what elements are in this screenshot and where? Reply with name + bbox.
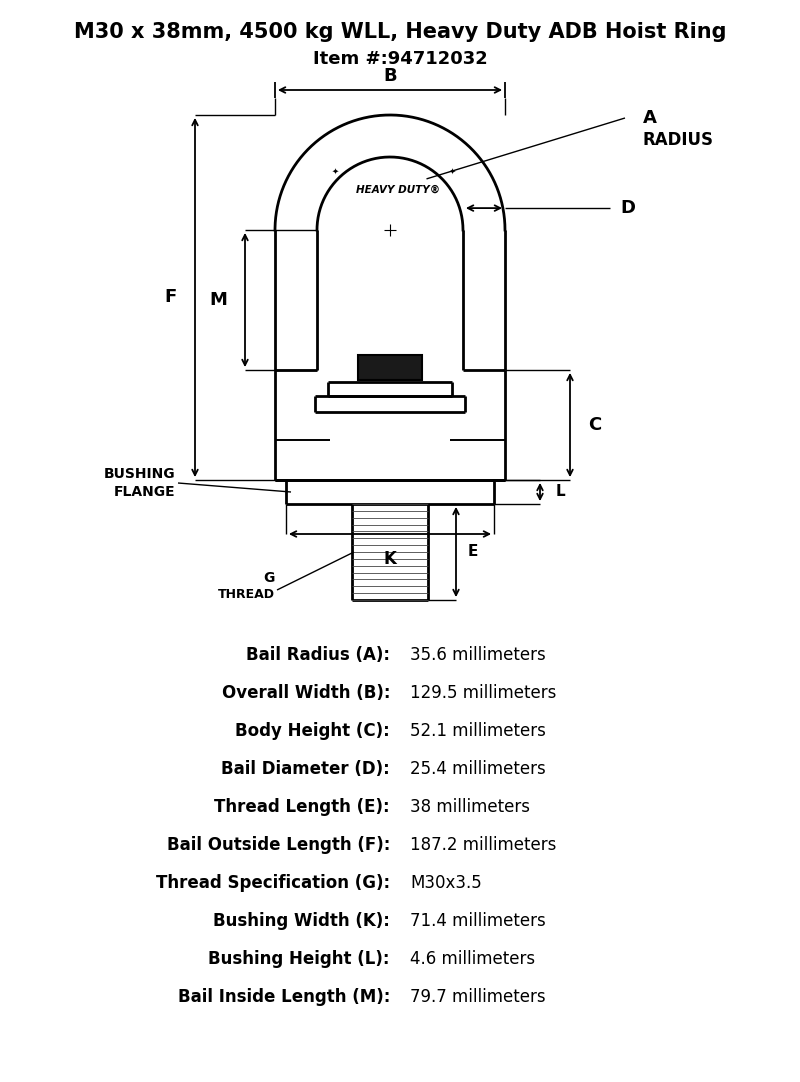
Text: E: E <box>468 544 478 559</box>
Text: B: B <box>383 67 397 85</box>
Text: K: K <box>383 550 397 568</box>
Text: Thread Specification (G):: Thread Specification (G): <box>156 874 390 892</box>
Text: FLANGE: FLANGE <box>114 485 175 499</box>
Text: ✦: ✦ <box>449 167 455 175</box>
Text: 79.7 millimeters: 79.7 millimeters <box>410 988 546 1006</box>
Text: 35.6 millimeters: 35.6 millimeters <box>410 646 546 664</box>
Text: 187.2 millimeters: 187.2 millimeters <box>410 836 556 854</box>
Text: F: F <box>165 289 177 306</box>
Text: Body Height (C):: Body Height (C): <box>235 722 390 740</box>
Text: Item #:94712032: Item #:94712032 <box>313 50 487 68</box>
Text: G: G <box>264 571 275 585</box>
Text: 129.5 millimeters: 129.5 millimeters <box>410 684 556 702</box>
Text: 71.4 millimeters: 71.4 millimeters <box>410 912 546 931</box>
Text: Bail Radius (A):: Bail Radius (A): <box>246 646 390 664</box>
Text: Bushing Width (K):: Bushing Width (K): <box>213 912 390 931</box>
Text: BUSHING: BUSHING <box>103 467 175 481</box>
Text: Bushing Height (L):: Bushing Height (L): <box>209 950 390 968</box>
Text: M30 x 38mm, 4500 kg WLL, Heavy Duty ADB Hoist Ring: M30 x 38mm, 4500 kg WLL, Heavy Duty ADB … <box>74 22 726 42</box>
Text: 38 millimeters: 38 millimeters <box>410 799 530 816</box>
Text: HEAVY DUTY®: HEAVY DUTY® <box>356 185 440 195</box>
Text: THREAD: THREAD <box>218 588 275 601</box>
Text: M: M <box>209 291 227 309</box>
Text: 4.6 millimeters: 4.6 millimeters <box>410 950 535 968</box>
Text: L: L <box>556 485 566 500</box>
Text: ✦: ✦ <box>332 167 338 175</box>
Text: C: C <box>588 415 602 434</box>
Text: Bail Outside Length (F):: Bail Outside Length (F): <box>166 836 390 854</box>
Text: A: A <box>643 109 657 127</box>
Text: RADIUS: RADIUS <box>643 131 714 149</box>
Text: Overall Width (B):: Overall Width (B): <box>222 684 390 702</box>
Text: 52.1 millimeters: 52.1 millimeters <box>410 722 546 740</box>
Text: D: D <box>620 199 635 217</box>
Polygon shape <box>358 355 422 380</box>
Text: 25.4 millimeters: 25.4 millimeters <box>410 760 546 778</box>
Text: M30x3.5: M30x3.5 <box>410 874 482 892</box>
Text: Thread Length (E):: Thread Length (E): <box>214 799 390 816</box>
Text: Bail Diameter (D):: Bail Diameter (D): <box>222 760 390 778</box>
Text: Bail Inside Length (M):: Bail Inside Length (M): <box>178 988 390 1006</box>
